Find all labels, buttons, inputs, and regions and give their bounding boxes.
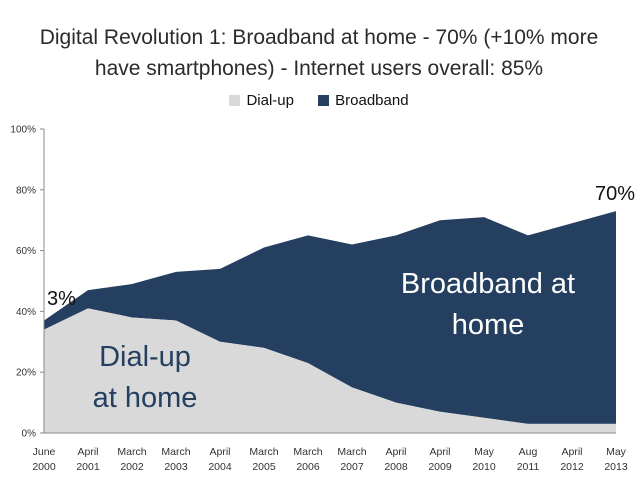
- annotation-dial-up-line-2: at home: [93, 382, 198, 414]
- x-tick-label: March: [337, 446, 366, 458]
- y-tick-label: 20%: [16, 368, 36, 379]
- x-tick-label: May: [606, 446, 627, 458]
- y-tick-label: 0%: [22, 429, 37, 440]
- x-tick-label: March: [249, 446, 278, 458]
- dial-up-area: [44, 308, 616, 433]
- legend: Dial-up Broadband: [0, 92, 638, 110]
- x-tick-label: 2000: [32, 461, 56, 473]
- x-tick-label: 2007: [340, 461, 364, 473]
- annotation-end-broadband: 70%: [595, 183, 635, 205]
- x-tick-label: 2004: [208, 461, 232, 473]
- x-tick-label: 2013: [604, 461, 628, 473]
- y-tick-label: 40%: [16, 307, 36, 318]
- x-tick-label: June: [33, 446, 56, 458]
- x-tick-label: 2003: [164, 461, 188, 473]
- legend-swatch-dial-up: [229, 95, 241, 106]
- broadband-area: [44, 211, 616, 424]
- legend-label-dial-up: Dial-up: [246, 92, 294, 109]
- chart-title-line-1: Digital Revolution 1: Broadband at home …: [39, 26, 599, 49]
- x-tick-label: April: [209, 446, 230, 458]
- y-tick-label: 60%: [16, 246, 36, 257]
- x-tick-label: March: [117, 446, 146, 458]
- x-tick-label: 2010: [472, 461, 496, 473]
- x-tick-label: 2002: [120, 461, 144, 473]
- chart-title-line-2: have smartphones) - Internet users overa…: [94, 57, 544, 80]
- annotation-dial-up-line-1: Dial-up: [99, 341, 191, 373]
- x-tick-label: 2011: [517, 461, 540, 473]
- x-tick-label: 2012: [560, 461, 584, 473]
- legend-swatch-broadband: [318, 95, 330, 106]
- x-tick-label: 2008: [384, 461, 408, 473]
- legend-item-dial-up: Dial-up: [229, 92, 294, 109]
- x-tick-label: 2006: [296, 461, 320, 473]
- y-tick-label: 80%: [16, 185, 36, 196]
- x-tick-label: 2009: [428, 461, 452, 473]
- annotation-broadband-line-1: Broadband at: [401, 268, 575, 300]
- legend-item-broadband: Broadband: [318, 92, 409, 109]
- annotation-start-broadband: 3%: [47, 288, 76, 310]
- x-tick-label: April: [429, 446, 450, 458]
- x-tick-label: April: [77, 446, 98, 458]
- x-tick-label: March: [293, 446, 322, 458]
- x-tick-label: March: [161, 446, 190, 458]
- x-tick-label: 2005: [252, 461, 276, 473]
- x-tick-label: April: [385, 446, 406, 458]
- x-tick-label: April: [561, 446, 582, 458]
- legend-label-broadband: Broadband: [335, 92, 409, 109]
- x-tick-label: May: [474, 446, 495, 458]
- annotation-broadband-line-2: home: [452, 309, 525, 341]
- x-tick-label: 2001: [76, 461, 100, 473]
- x-tick-label: Aug: [519, 446, 538, 458]
- chart-title: Digital Revolution 1: Broadband at home …: [0, 22, 638, 84]
- y-tick-label: 100%: [10, 125, 36, 136]
